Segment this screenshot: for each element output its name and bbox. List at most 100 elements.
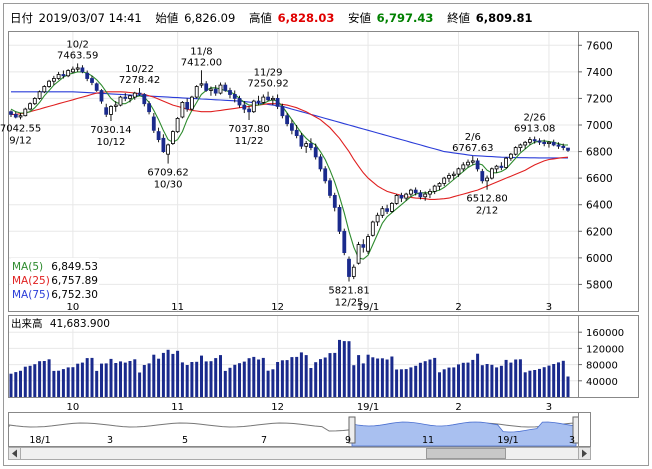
volume-bar [223, 370, 227, 397]
volume-bar [38, 361, 42, 397]
volume-bar [299, 352, 303, 397]
annotation-value: 7037.80 [228, 124, 269, 135]
price-y-tick-label: 6000 [586, 253, 613, 265]
volume-bar [361, 363, 365, 397]
volume-bar [114, 363, 118, 397]
price-y-axis: 7600 7400 7200 7000 6800 6600 6400 6200 6000 5800 [578, 40, 613, 291]
volume-bar [185, 365, 189, 397]
annotation-date: 10/12 [97, 137, 126, 148]
volume-bar [109, 358, 113, 397]
volume-bar [100, 363, 103, 397]
annotation-value: 7250.92 [247, 79, 288, 90]
volume-bar [57, 370, 61, 397]
volume-bar [561, 360, 565, 397]
candle-body [508, 153, 513, 159]
candle-body [151, 116, 156, 131]
volume-bar [538, 368, 541, 397]
candle-body [442, 177, 447, 184]
annotation-date: 9/12 [9, 135, 31, 146]
candle-body [299, 135, 304, 147]
volume-y-tick-label: 120000 [586, 344, 624, 355]
volume-x-axis: 10 11 12 19/1 2 3 [67, 402, 553, 413]
volume-bar [385, 359, 389, 397]
volume-bar [123, 362, 127, 397]
candle-body [37, 91, 42, 99]
annotation-value: 7412.00 [181, 57, 222, 68]
candle-body [561, 145, 566, 149]
navigator-end [578, 412, 591, 447]
price-x-label: 10 [67, 302, 80, 313]
candle-body [247, 108, 252, 113]
navigator-label: 7 [261, 435, 267, 446]
volume-header: 出来高 41,683.900 [11, 317, 110, 330]
annotation-date: 2/6 [465, 132, 481, 143]
candle-body [399, 194, 404, 199]
volume-bar [461, 362, 465, 397]
navigator-handle-left [348, 416, 356, 444]
volume-axis-panel [578, 315, 639, 398]
volume-value: 41,683.900 [50, 318, 110, 330]
ma25-line [11, 91, 569, 200]
volume-bar [161, 352, 165, 397]
volume-bar [42, 361, 46, 397]
candle-body [304, 143, 309, 147]
candle-body [413, 189, 418, 194]
navigator-label: 18/1 [29, 435, 50, 446]
volume-bar [395, 369, 399, 397]
candle-body [80, 67, 85, 73]
candle-body [332, 194, 337, 208]
volume-bar [319, 359, 322, 397]
candle-body [28, 103, 33, 110]
candle-body [228, 90, 232, 95]
navigator-label: 3 [107, 435, 113, 446]
volume-bar [533, 370, 537, 397]
date-value: 2019/03/07 14:41 [39, 11, 142, 25]
volume-bar [176, 350, 180, 397]
annotation-date: 2/26 [523, 113, 545, 124]
candle-body [404, 193, 409, 199]
price-y-tick-label: 6400 [586, 200, 613, 212]
volume-bar [85, 358, 89, 397]
volume-bar [480, 365, 484, 397]
candle-body [485, 177, 490, 182]
volume-bar [428, 359, 432, 397]
candle-body [90, 78, 94, 83]
annotation-date: 10/22 [125, 64, 154, 75]
price-y-tick-label: 7200 [586, 93, 613, 105]
candle-body [513, 147, 518, 155]
price-axis-panel [578, 31, 639, 312]
candle-body [52, 78, 56, 82]
volume-bar [157, 358, 161, 397]
candle-body [275, 98, 280, 107]
candle-body [280, 106, 285, 117]
scroll-thumb[interactable] [426, 448, 506, 459]
volume-bar [119, 361, 122, 397]
ma5-legend-value: 6,849.53 [51, 261, 98, 273]
candle-body [175, 118, 180, 133]
volume-bar [219, 355, 222, 397]
candle-body [56, 74, 61, 79]
candle-body [218, 84, 223, 94]
candle-body [42, 86, 47, 93]
candle-body [170, 131, 175, 145]
volume-bar [452, 367, 456, 397]
annotation-date: 11/22 [235, 136, 264, 147]
ma25-legend-value: 6,757.89 [51, 275, 98, 287]
ma25-legend-label: MA(25) [12, 275, 50, 287]
volume-bar [180, 362, 184, 397]
candle-body [23, 108, 28, 117]
volume-bar [171, 353, 175, 397]
volume-bar [76, 363, 80, 397]
volume-bar [342, 341, 346, 397]
candle-body [361, 244, 366, 248]
candle-body [256, 100, 261, 103]
candle-body [266, 96, 271, 101]
candle-body [551, 141, 556, 146]
volume-bar [266, 370, 270, 397]
volume-bar [290, 357, 294, 397]
volume-bar [90, 357, 94, 397]
volume-bar [490, 364, 494, 397]
candle-body [147, 103, 152, 113]
